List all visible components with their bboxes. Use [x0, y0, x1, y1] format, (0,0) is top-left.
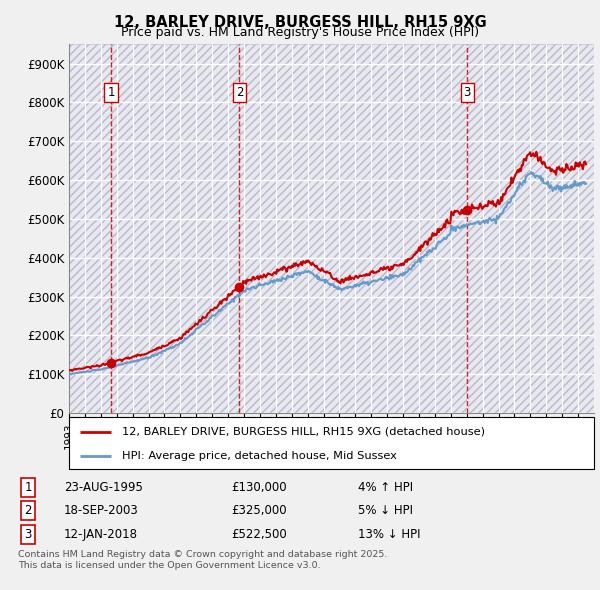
- Text: 3: 3: [25, 528, 32, 541]
- Text: HPI: Average price, detached house, Mid Sussex: HPI: Average price, detached house, Mid …: [121, 451, 397, 461]
- Text: 2: 2: [25, 504, 32, 517]
- Text: 13% ↓ HPI: 13% ↓ HPI: [358, 528, 420, 541]
- Text: Price paid vs. HM Land Registry's House Price Index (HPI): Price paid vs. HM Land Registry's House …: [121, 26, 479, 39]
- Text: £130,000: £130,000: [231, 481, 287, 494]
- Text: 5% ↓ HPI: 5% ↓ HPI: [358, 504, 413, 517]
- Text: £522,500: £522,500: [231, 528, 287, 541]
- Text: 23-AUG-1995: 23-AUG-1995: [64, 481, 143, 494]
- Text: 2: 2: [236, 86, 243, 99]
- Text: 12-JAN-2018: 12-JAN-2018: [64, 528, 138, 541]
- Text: £325,000: £325,000: [231, 504, 287, 517]
- Text: 4% ↑ HPI: 4% ↑ HPI: [358, 481, 413, 494]
- Text: 12, BARLEY DRIVE, BURGESS HILL, RH15 9XG (detached house): 12, BARLEY DRIVE, BURGESS HILL, RH15 9XG…: [121, 427, 485, 437]
- Text: This data is licensed under the Open Government Licence v3.0.: This data is licensed under the Open Gov…: [18, 560, 320, 569]
- Text: 18-SEP-2003: 18-SEP-2003: [64, 504, 139, 517]
- Text: 1: 1: [107, 86, 115, 99]
- Text: 3: 3: [464, 86, 471, 99]
- Text: 12, BARLEY DRIVE, BURGESS HILL, RH15 9XG: 12, BARLEY DRIVE, BURGESS HILL, RH15 9XG: [113, 15, 487, 30]
- Text: 1: 1: [25, 481, 32, 494]
- Text: Contains HM Land Registry data © Crown copyright and database right 2025.: Contains HM Land Registry data © Crown c…: [18, 550, 388, 559]
